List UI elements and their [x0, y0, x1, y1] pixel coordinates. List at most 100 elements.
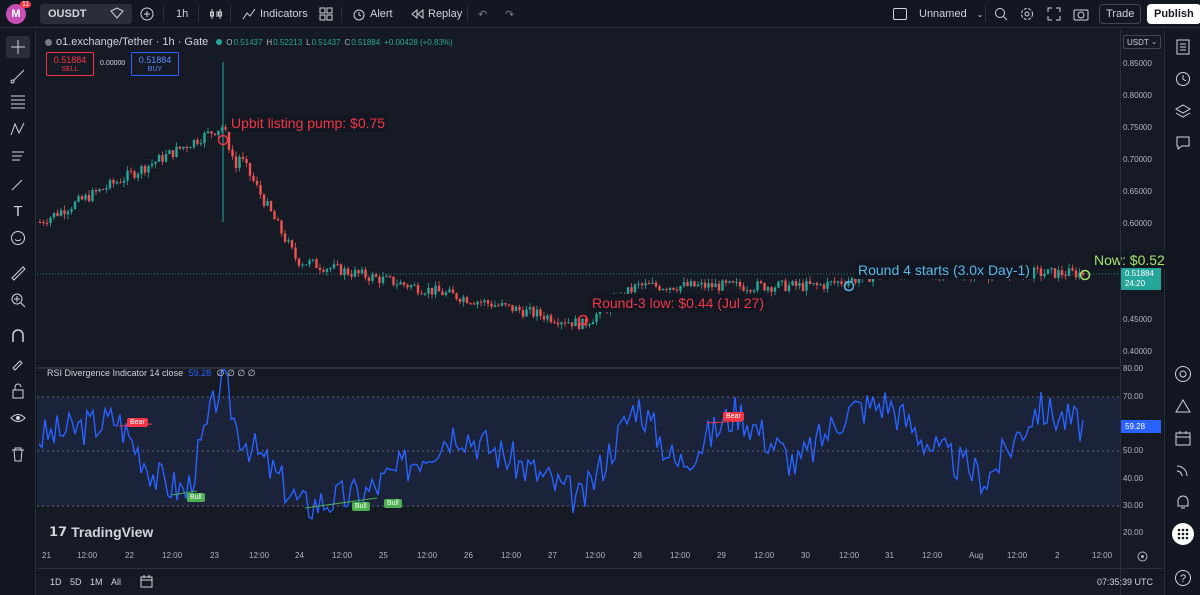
- fib-icon[interactable]: [6, 90, 30, 112]
- alert-button[interactable]: Alert: [352, 4, 393, 24]
- sell-price: 0.51884: [53, 55, 87, 65]
- zoom-in-icon[interactable]: [6, 289, 30, 311]
- candle-body: [87, 194, 91, 202]
- publish-button[interactable]: Publish: [1147, 4, 1200, 24]
- candle-body: [714, 283, 717, 288]
- goto-date-icon[interactable]: [140, 575, 153, 590]
- compare-add-icon[interactable]: [140, 4, 154, 24]
- interval-button[interactable]: 1h: [176, 8, 189, 20]
- layers-icon[interactable]: [1171, 100, 1195, 122]
- candle-body: [301, 264, 304, 266]
- candle-body: [224, 127, 227, 130]
- price-label: 0.65000: [1123, 187, 1152, 196]
- candle-body: [728, 281, 731, 283]
- time-label: 12:00: [77, 551, 98, 560]
- range-1m[interactable]: 1M: [90, 577, 103, 587]
- price-scale[interactable]: USDT ⌄ 0.85000 0.80000 0.75000 0.70000 0.…: [1120, 30, 1163, 595]
- ideas-icon[interactable]: [1171, 395, 1195, 417]
- top-toolbar: M 11 OUSDT 1h Indicators Alert Replay ↶ …: [0, 0, 1200, 28]
- indicators-button[interactable]: Indicators: [242, 4, 308, 24]
- candle-body: [290, 240, 294, 248]
- target-icon[interactable]: [1171, 363, 1195, 385]
- buy-label: BUY: [147, 66, 163, 73]
- settings-gear-icon[interactable]: [1020, 4, 1034, 24]
- time-settings-gear-icon[interactable]: [1137, 549, 1148, 567]
- undo-icon[interactable]: ↶: [478, 8, 488, 21]
- eye-icon[interactable]: [6, 407, 30, 429]
- candle-body: [196, 139, 199, 144]
- drawing-toolbar: T: [0, 30, 36, 595]
- sell-label: SELL: [61, 66, 79, 73]
- fullscreen-icon[interactable]: [1047, 4, 1061, 24]
- candle-body: [511, 304, 514, 312]
- candle-body: [420, 293, 423, 295]
- candle-body: [413, 284, 416, 286]
- replay-button[interactable]: Replay: [410, 4, 462, 24]
- candle-body: [255, 180, 259, 185]
- avatar[interactable]: M 11: [6, 1, 32, 24]
- candle-body: [469, 303, 472, 305]
- rsi-title: RSI Divergence Indicator 14 close: [47, 368, 184, 378]
- magnet-icon[interactable]: [6, 325, 30, 347]
- chart-area[interactable]: o1.exchange/Tether · 1h · Gate O 0.51437 …: [37, 30, 1168, 595]
- buy-button[interactable]: 0.51884 BUY: [131, 52, 179, 76]
- templates-icon[interactable]: [319, 4, 333, 24]
- candle-body: [756, 281, 759, 291]
- candle-body: [1043, 274, 1046, 277]
- chart-canvas[interactable]: [37, 30, 1163, 595]
- candle-body: [357, 270, 360, 274]
- notification-bell-icon[interactable]: [1171, 491, 1195, 513]
- watchlist-icon[interactable]: [1171, 36, 1195, 58]
- brush-icon[interactable]: [6, 173, 30, 195]
- candle-body: [94, 190, 98, 192]
- candle-body: [497, 305, 500, 307]
- redo-icon[interactable]: ↷: [505, 8, 515, 21]
- candle-body: [528, 307, 532, 310]
- time-label: 12:00: [162, 551, 183, 560]
- lock-drawing-icon[interactable]: [6, 353, 30, 375]
- calendar-icon[interactable]: [1171, 427, 1195, 449]
- apps-grid-icon[interactable]: [1172, 523, 1194, 545]
- time-label: 27: [548, 551, 557, 560]
- help-icon[interactable]: ?: [1171, 567, 1195, 589]
- crosshair-icon[interactable]: [6, 36, 30, 58]
- favorite-icon[interactable]: [110, 6, 124, 22]
- ruler-icon[interactable]: [6, 262, 30, 284]
- bull-tag: Bull: [384, 499, 402, 508]
- currency-selector[interactable]: USDT ⌄: [1123, 35, 1161, 49]
- candle-body: [455, 293, 458, 300]
- candle-body: [143, 166, 147, 173]
- trash-icon[interactable]: [6, 443, 30, 465]
- forecast-icon[interactable]: [6, 145, 30, 167]
- layout-name[interactable]: Unnamed ⌄: [893, 4, 983, 24]
- sell-button[interactable]: 0.51884 SELL: [46, 52, 94, 76]
- text-tool-icon[interactable]: T: [13, 202, 23, 220]
- chat-icon[interactable]: [1171, 132, 1195, 154]
- lock-icon[interactable]: [6, 380, 30, 402]
- camera-icon[interactable]: [1073, 4, 1089, 24]
- utc-clock[interactable]: 07:35:39 UTC: [1097, 577, 1154, 587]
- watermark-label: TradingView: [71, 524, 154, 540]
- pattern-icon[interactable]: [6, 118, 30, 140]
- rsi-line: [38, 369, 1084, 520]
- legend-h-label: H: [266, 37, 273, 47]
- candle-body: [154, 161, 157, 164]
- quick-search-icon[interactable]: [994, 4, 1008, 24]
- candle-body: [42, 222, 45, 224]
- candle-body: [532, 307, 535, 317]
- trade-button[interactable]: Trade: [1099, 4, 1142, 24]
- emoji-icon[interactable]: [6, 227, 30, 249]
- alerts-clock-icon[interactable]: [1171, 68, 1195, 90]
- time-label: 2: [1055, 551, 1060, 560]
- candle-body: [147, 165, 150, 173]
- broadcast-icon[interactable]: [1171, 459, 1195, 481]
- chart-type-icon[interactable]: [209, 4, 223, 24]
- range-5d[interactable]: 5D: [70, 577, 82, 587]
- candle-body: [451, 289, 455, 294]
- range-all[interactable]: All: [111, 577, 122, 587]
- candle-body: [784, 280, 787, 291]
- range-1d[interactable]: 1D: [50, 577, 62, 587]
- trendline-icon[interactable]: [6, 65, 30, 87]
- symbol-search[interactable]: OUSDT: [40, 4, 132, 24]
- candle-body: [490, 303, 493, 307]
